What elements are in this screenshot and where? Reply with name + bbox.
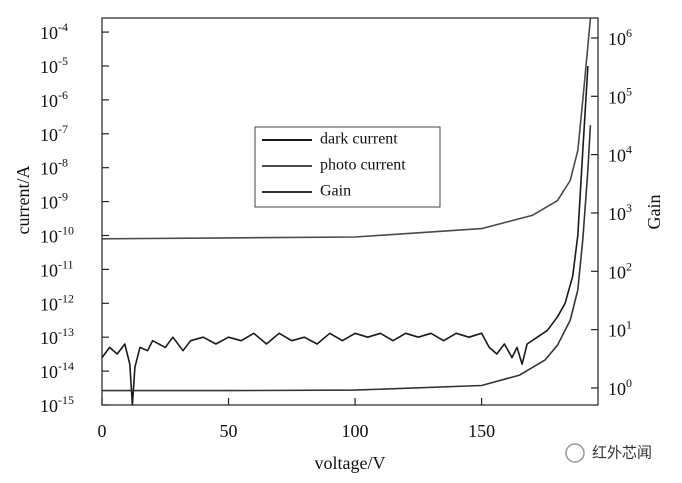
legend-label: photo current: [320, 157, 406, 174]
tick-base: 10: [40, 125, 58, 145]
tick-exponent: 0: [626, 376, 632, 390]
tick-exponent: -11: [58, 257, 74, 271]
watermark: 红外芯闻: [592, 444, 652, 462]
tick-base: 10: [40, 261, 58, 281]
tick-base: 10: [40, 23, 58, 43]
x-tick-label: 100: [342, 421, 369, 441]
series-line: [102, 125, 592, 392]
y-tick-label: 10-8: [40, 155, 68, 178]
tick-base: 10: [40, 227, 58, 247]
tick-base: 10: [608, 29, 626, 49]
tick-base: 10: [608, 87, 626, 107]
tick-exponent: 5: [626, 84, 632, 98]
y-tick-label: 10-10: [40, 223, 74, 246]
tick-base: 10: [608, 379, 626, 399]
tick-exponent: -13: [58, 325, 74, 339]
tick-exponent: 6: [626, 26, 632, 40]
x-tick-label: 150: [468, 421, 495, 441]
tick-exponent: -15: [58, 393, 74, 407]
tick-base: 10: [40, 193, 58, 213]
y-tick-label: 10-15: [40, 393, 74, 416]
tick-exponent: -9: [58, 189, 68, 203]
y-tick-label: 10-13: [40, 325, 74, 348]
y2-tick-label: 105: [608, 84, 632, 107]
tick-base: 10: [608, 262, 626, 282]
tick-exponent: -10: [58, 223, 74, 237]
legend-label: Gain: [320, 183, 351, 200]
tick-base: 10: [608, 204, 626, 224]
y-tick-label: 10-12: [40, 291, 74, 314]
y2-tick-label: 101: [608, 317, 632, 340]
y-tick-label: 10-6: [40, 88, 68, 111]
y2-axis-label: Gain: [644, 195, 664, 230]
y2-tick-label: 103: [608, 201, 632, 224]
y-tick-label: 10-9: [40, 189, 68, 212]
tick-base: 10: [40, 328, 58, 348]
y2-tick-label: 104: [608, 142, 632, 165]
y2-tick-label: 102: [608, 259, 632, 282]
x-tick-label: 50: [220, 421, 238, 441]
tick-exponent: 3: [626, 201, 632, 215]
tick-exponent: -5: [58, 54, 68, 68]
tick-base: 10: [40, 91, 58, 111]
tick-exponent: 2: [626, 259, 632, 273]
y2-tick-label: 100: [608, 376, 632, 399]
tick-base: 10: [608, 146, 626, 166]
tick-base: 10: [608, 321, 626, 341]
watermark-icon: [565, 443, 585, 463]
tick-exponent: -4: [58, 20, 68, 34]
tick-base: 10: [40, 57, 58, 77]
tick-exponent: 1: [626, 317, 632, 331]
tick-exponent: -7: [58, 122, 68, 136]
tick-exponent: -14: [58, 359, 74, 373]
legend-label: dark current: [320, 131, 398, 148]
y-tick-label: 10-11: [40, 257, 74, 280]
tick-base: 10: [40, 294, 58, 314]
tick-exponent: -12: [58, 291, 74, 305]
tick-base: 10: [40, 396, 58, 416]
tick-exponent: -8: [58, 155, 68, 169]
y-tick-label: 10-4: [40, 20, 68, 43]
series-line: [101, 65, 589, 406]
series-line: [101, 18, 592, 240]
tick-base: 10: [40, 159, 58, 179]
plot-frame: [101, 17, 599, 406]
y2-tick-label: 106: [608, 26, 632, 49]
y-tick-label: 10-5: [40, 54, 68, 77]
y-tick-label: 10-7: [40, 122, 68, 145]
x-axis-label: voltage/V: [315, 453, 386, 473]
x-tick-label: 0: [98, 421, 107, 441]
y-axis-label: current/A: [13, 166, 33, 235]
tick-exponent: 4: [626, 142, 632, 156]
y-tick-label: 10-14: [40, 359, 74, 382]
tick-exponent: -6: [58, 88, 68, 102]
tick-base: 10: [40, 362, 58, 382]
